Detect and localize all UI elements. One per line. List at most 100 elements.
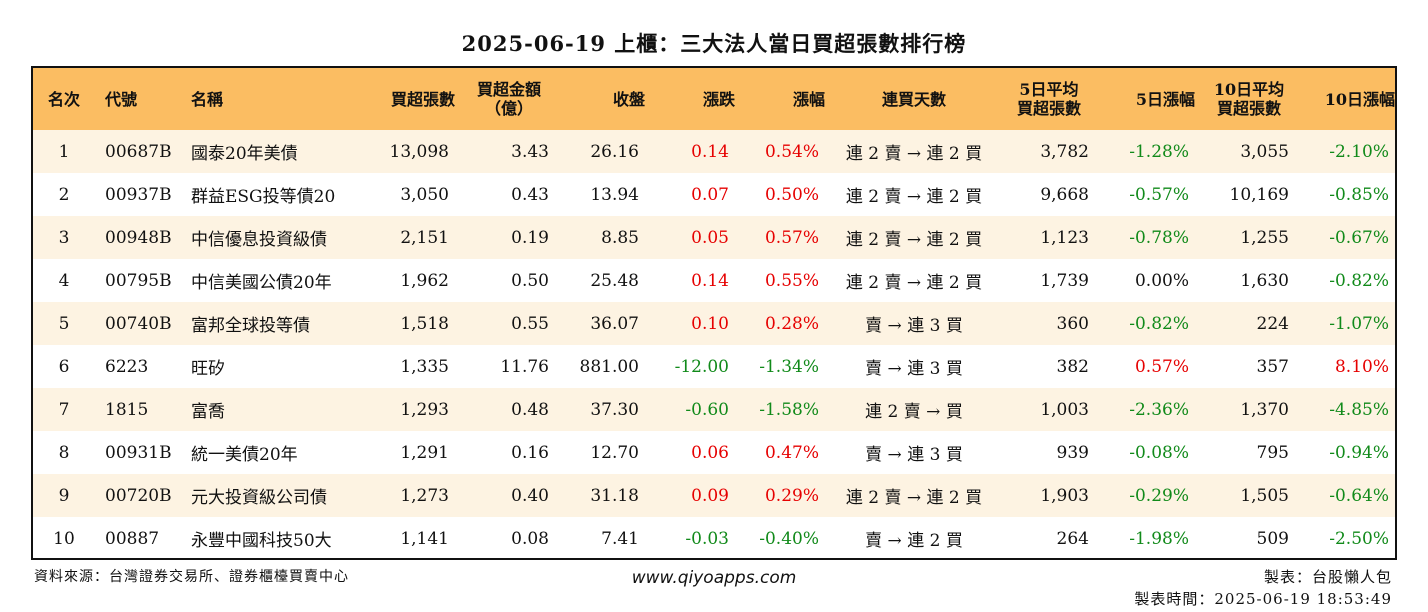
change-cell: 0.10 bbox=[691, 313, 729, 334]
streak-cell: 賣 → 連 2 買 bbox=[865, 531, 963, 551]
net-buy-cell: 1,291 bbox=[400, 442, 449, 463]
table-row[interactable]: 2 00937B 群益ESG投等債20 3,050 0.43 13.94 0.07 0.50%… bbox=[33, 173, 1395, 216]
header-pct10: 10日漲幅 bbox=[1324, 89, 1395, 109]
ranking-table: 名次 代號 名稱 買超張數 買超金額 （億） 收盤 漲跌 漲幅 連買天數 5日平均 買超張數 5日漲… bbox=[31, 66, 1397, 560]
table-row[interactable]: 5 00740B 富邦全球投等債 1,518 0.55 36.07 0.10 0.28% 賣 →… bbox=[33, 302, 1395, 345]
rank-cell: 10 bbox=[53, 528, 75, 549]
avg10-cell: 1,505 bbox=[1240, 485, 1289, 506]
net-buy-cell: 1,335 bbox=[400, 356, 449, 377]
header-net-buy: 買超張數 bbox=[390, 89, 455, 109]
table-row[interactable]: 4 00795B 中信美國公債20年 1,962 0.50 25.48 0.14 0.55% 連… bbox=[33, 259, 1395, 302]
change-cell: 0.06 bbox=[691, 442, 729, 463]
table-row[interactable]: 1 00687B 國泰20年美債 13,098 3.43 26.16 0.14 0.54% 連 … bbox=[33, 130, 1395, 173]
website-link[interactable]: www.qiyoapps.com bbox=[631, 568, 797, 588]
change-cell: -12.00 bbox=[674, 356, 729, 377]
rank-cell: 2 bbox=[58, 184, 70, 205]
streak-cell: 連 2 賣 → 連 2 買 bbox=[845, 187, 983, 207]
net-buy-cell: 1,293 bbox=[400, 399, 449, 420]
name-cell: 國泰20年美債 bbox=[191, 144, 298, 164]
pct-cell: 0.55% bbox=[764, 270, 819, 291]
header-change: 漲跌 bbox=[702, 89, 735, 109]
pct-cell: 0.28% bbox=[764, 313, 819, 334]
amount-cell: 0.16 bbox=[511, 442, 549, 463]
table-row[interactable]: 6 6223 旺矽 1,335 11.76 881.00 -12.00 -1.34% 賣 → 連… bbox=[33, 345, 1395, 388]
net-buy-cell: 1,273 bbox=[400, 485, 449, 506]
code-cell: 00795B bbox=[105, 270, 172, 291]
avg10-cell: 224 bbox=[1256, 313, 1289, 334]
made-time: 製表時間：2025-06-19 18:53:49 bbox=[1134, 590, 1392, 608]
rank-cell: 7 bbox=[58, 399, 70, 420]
change-cell: 0.14 bbox=[691, 141, 729, 162]
table-row[interactable]: 9 00720B 元大投資級公司債 1,273 0.40 31.18 0.09 0.29% 連 … bbox=[33, 474, 1395, 517]
header-name: 名稱 bbox=[191, 89, 224, 109]
pct-cell: 0.47% bbox=[764, 442, 819, 463]
code-cell: 00937B bbox=[105, 184, 172, 205]
avg5-cell: 9,668 bbox=[1040, 184, 1089, 205]
pct-cell: 0.57% bbox=[764, 227, 819, 248]
code-cell: 00887 bbox=[105, 528, 160, 549]
pct10-cell: -4.85% bbox=[1329, 399, 1389, 420]
close-cell: 881.00 bbox=[579, 356, 639, 377]
amount-cell: 0.55 bbox=[511, 313, 549, 334]
streak-cell: 賣 → 連 3 買 bbox=[865, 445, 963, 465]
code-cell: 00687B bbox=[105, 141, 172, 162]
amount-cell: 0.43 bbox=[511, 184, 549, 205]
avg5-cell: 1,739 bbox=[1040, 270, 1089, 291]
avg5-cell: 1,123 bbox=[1040, 227, 1089, 248]
rank-cell: 4 bbox=[58, 270, 70, 291]
avg10-cell: 795 bbox=[1256, 442, 1289, 463]
table-row[interactable]: 10 00887 永豐中國科技50大 1,141 0.08 7.41 -0.03 -0.40%… bbox=[33, 517, 1395, 558]
code-cell: 00720B bbox=[105, 485, 172, 506]
close-cell: 37.30 bbox=[590, 399, 639, 420]
avg5-cell: 1,903 bbox=[1040, 485, 1089, 506]
code-cell: 00931B bbox=[105, 442, 172, 463]
table-row[interactable]: 8 00931B 統一美債20年 1,291 0.16 12.70 0.06 0.47% 賣 →… bbox=[33, 431, 1395, 474]
avg10-cell: 357 bbox=[1256, 356, 1289, 377]
pct10-cell: -0.94% bbox=[1329, 442, 1389, 463]
pct5-cell: -0.82% bbox=[1129, 313, 1189, 334]
rank-cell: 6 bbox=[58, 356, 70, 377]
change-cell: -0.60 bbox=[685, 399, 729, 420]
pct-cell: -1.34% bbox=[759, 356, 819, 377]
rank-cell: 9 bbox=[58, 485, 70, 506]
streak-cell: 連 2 賣 → 連 2 買 bbox=[845, 144, 983, 164]
header-avg10: 10日平均 買超張數 bbox=[1213, 80, 1285, 118]
avg5-cell: 360 bbox=[1056, 313, 1089, 334]
amount-cell: 3.43 bbox=[511, 141, 549, 162]
pct10-cell: -2.10% bbox=[1329, 141, 1389, 162]
streak-cell: 賣 → 連 3 買 bbox=[865, 316, 963, 336]
close-cell: 13.94 bbox=[590, 184, 639, 205]
net-buy-cell: 1,518 bbox=[400, 313, 449, 334]
header-code: 代號 bbox=[105, 89, 138, 109]
amount-cell: 0.40 bbox=[511, 485, 549, 506]
avg10-cell: 1,370 bbox=[1240, 399, 1289, 420]
pct5-cell: -0.08% bbox=[1129, 442, 1189, 463]
table-row[interactable]: 3 00948B 中信優息投資級債 2,151 0.19 8.85 0.05 0.57% 連 2… bbox=[33, 216, 1395, 259]
pct10-cell: -0.82% bbox=[1329, 270, 1389, 291]
pct5-cell: 0.57% bbox=[1134, 356, 1189, 377]
pct-cell: 0.50% bbox=[764, 184, 819, 205]
header-pct: 漲幅 bbox=[792, 89, 825, 109]
streak-cell: 連 2 賣 → 連 2 買 bbox=[845, 230, 983, 250]
page-title: 2025-06-19 上櫃：三大法人當日買超張數排行榜 bbox=[461, 31, 967, 56]
avg5-cell: 3,782 bbox=[1040, 141, 1089, 162]
net-buy-cell: 1,962 bbox=[400, 270, 449, 291]
avg10-cell: 10,169 bbox=[1229, 184, 1289, 205]
pct5-cell: -0.57% bbox=[1129, 184, 1189, 205]
name-cell: 旺矽 bbox=[191, 359, 225, 379]
name-cell: 中信美國公債20年 bbox=[191, 273, 332, 293]
pct10-cell: -2.50% bbox=[1329, 528, 1389, 549]
table-row[interactable]: 7 1815 富喬 1,293 0.48 37.30 -0.60 -1.58% 連 2 賣 → … bbox=[33, 388, 1395, 431]
streak-cell: 賣 → 連 3 買 bbox=[865, 359, 963, 379]
data-source: 資料來源：台灣證券交易所、證券櫃檯買賣中心 bbox=[34, 569, 349, 585]
close-cell: 26.16 bbox=[590, 141, 639, 162]
streak-cell: 連 2 賣 → 連 2 買 bbox=[845, 273, 983, 293]
rank-cell: 1 bbox=[58, 141, 70, 162]
rank-cell: 3 bbox=[58, 227, 70, 248]
pct10-cell: -0.85% bbox=[1329, 184, 1389, 205]
pct5-cell: -1.98% bbox=[1129, 528, 1189, 549]
pct10-cell: -0.64% bbox=[1329, 485, 1389, 506]
rank-cell: 8 bbox=[58, 442, 70, 463]
pct10-cell: -0.67% bbox=[1329, 227, 1389, 248]
pct5-cell: -1.28% bbox=[1129, 141, 1189, 162]
